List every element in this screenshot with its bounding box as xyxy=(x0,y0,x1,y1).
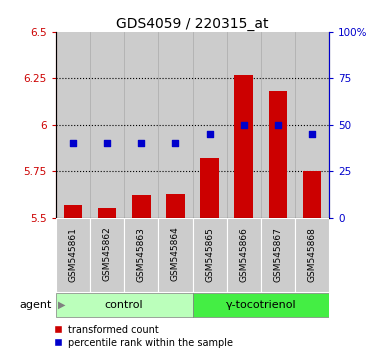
FancyBboxPatch shape xyxy=(56,293,192,317)
Bar xyxy=(90,32,124,218)
Bar xyxy=(200,158,219,218)
Text: γ-tocotrienol: γ-tocotrienol xyxy=(226,300,296,310)
Text: control: control xyxy=(105,300,144,310)
FancyBboxPatch shape xyxy=(90,218,124,292)
Bar xyxy=(234,75,253,218)
FancyBboxPatch shape xyxy=(192,218,227,292)
Bar xyxy=(303,171,321,218)
Bar xyxy=(192,32,227,218)
FancyBboxPatch shape xyxy=(261,218,295,292)
Text: GSM545863: GSM545863 xyxy=(137,227,146,281)
Legend: transformed count, percentile rank within the sample: transformed count, percentile rank withi… xyxy=(53,325,233,348)
Title: GDS4059 / 220315_at: GDS4059 / 220315_at xyxy=(116,17,269,31)
Text: GSM545867: GSM545867 xyxy=(273,227,283,281)
Bar xyxy=(166,194,185,218)
Text: GSM545866: GSM545866 xyxy=(239,227,248,281)
Point xyxy=(138,141,144,146)
Bar xyxy=(261,32,295,218)
Text: GSM545861: GSM545861 xyxy=(69,227,77,281)
Bar xyxy=(98,209,117,218)
FancyBboxPatch shape xyxy=(192,293,329,317)
Bar xyxy=(56,32,90,218)
Point xyxy=(70,141,76,146)
FancyBboxPatch shape xyxy=(227,218,261,292)
FancyBboxPatch shape xyxy=(158,218,192,292)
Bar xyxy=(124,32,158,218)
Text: GSM545868: GSM545868 xyxy=(308,227,316,281)
Text: GSM545865: GSM545865 xyxy=(205,227,214,281)
Text: ▶: ▶ xyxy=(58,300,65,310)
Point xyxy=(241,122,247,128)
Bar xyxy=(158,32,192,218)
Bar xyxy=(268,91,287,218)
Bar xyxy=(227,32,261,218)
Bar xyxy=(295,32,329,218)
Point xyxy=(104,141,110,146)
Bar xyxy=(132,195,151,218)
FancyBboxPatch shape xyxy=(56,218,90,292)
Point xyxy=(275,122,281,128)
Text: GSM545864: GSM545864 xyxy=(171,227,180,281)
Text: agent: agent xyxy=(20,300,52,310)
Text: GSM545862: GSM545862 xyxy=(102,227,112,281)
Point xyxy=(206,131,213,137)
FancyBboxPatch shape xyxy=(295,218,329,292)
FancyBboxPatch shape xyxy=(124,218,158,292)
Bar xyxy=(64,205,82,218)
Point xyxy=(172,141,179,146)
Point xyxy=(309,131,315,137)
